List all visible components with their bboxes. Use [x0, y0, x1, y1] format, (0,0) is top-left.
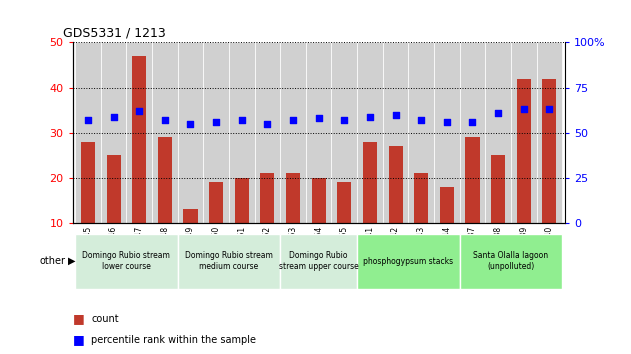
Bar [357, 234, 459, 289]
Bar [75, 42, 101, 223]
Point [134, 108, 144, 114]
Bar [337, 182, 351, 268]
Bar [408, 42, 434, 223]
Bar [152, 42, 178, 223]
Text: count: count [91, 314, 119, 324]
Bar [363, 142, 377, 268]
Bar [261, 173, 274, 268]
Point [339, 117, 350, 123]
Point [416, 117, 427, 123]
Point [262, 121, 273, 127]
Text: percentile rank within the sample: percentile rank within the sample [91, 335, 256, 345]
Point [288, 117, 298, 123]
Bar [485, 42, 511, 223]
Bar [126, 42, 152, 223]
Bar [286, 173, 300, 268]
Bar [132, 56, 146, 268]
Point [519, 107, 529, 112]
Point [211, 119, 221, 125]
Bar [280, 234, 357, 289]
Bar [178, 234, 280, 289]
Bar [434, 42, 459, 223]
Point [468, 119, 478, 125]
Bar [331, 42, 357, 223]
Bar [203, 42, 229, 223]
Text: ■: ■ [73, 312, 85, 325]
Text: Domingo Rubio stream
lower course: Domingo Rubio stream lower course [83, 251, 170, 271]
Bar [414, 173, 428, 268]
Text: Domingo Rubio
stream upper course: Domingo Rubio stream upper course [279, 251, 358, 271]
Text: Domingo Rubio stream
medium course: Domingo Rubio stream medium course [185, 251, 273, 271]
Bar [459, 42, 485, 223]
Text: other: other [40, 256, 66, 266]
Text: phosphogypsum stacks: phosphogypsum stacks [363, 257, 454, 266]
Point [365, 114, 375, 119]
Bar [511, 42, 536, 223]
Bar [312, 178, 326, 268]
Bar [209, 182, 223, 268]
Bar [235, 178, 249, 268]
Bar [357, 42, 383, 223]
Bar [383, 42, 408, 223]
Bar [229, 42, 254, 223]
Bar [542, 79, 557, 268]
Point [109, 114, 119, 119]
Bar [389, 146, 403, 268]
Bar [184, 210, 198, 268]
Point [545, 107, 555, 112]
Bar [459, 234, 562, 289]
Text: GDS5331 / 1213: GDS5331 / 1213 [62, 27, 165, 40]
Bar [254, 42, 280, 223]
Bar [280, 42, 306, 223]
Point [83, 117, 93, 123]
Bar [491, 155, 505, 268]
Bar [517, 79, 531, 268]
Bar [466, 137, 480, 268]
Bar [101, 42, 126, 223]
Bar [158, 137, 172, 268]
Point [237, 117, 247, 123]
Bar [107, 155, 121, 268]
Text: ▶: ▶ [68, 256, 75, 266]
Point [186, 121, 196, 127]
Bar [75, 234, 178, 289]
Point [442, 119, 452, 125]
Text: ■: ■ [73, 333, 85, 346]
Point [493, 110, 503, 116]
Bar [306, 42, 331, 223]
Bar [81, 142, 95, 268]
Bar [440, 187, 454, 268]
Point [160, 117, 170, 123]
Text: Santa Olalla lagoon
(unpolluted): Santa Olalla lagoon (unpolluted) [473, 251, 548, 271]
Point [314, 115, 324, 121]
Bar [178, 42, 203, 223]
Point [391, 112, 401, 118]
Bar [536, 42, 562, 223]
